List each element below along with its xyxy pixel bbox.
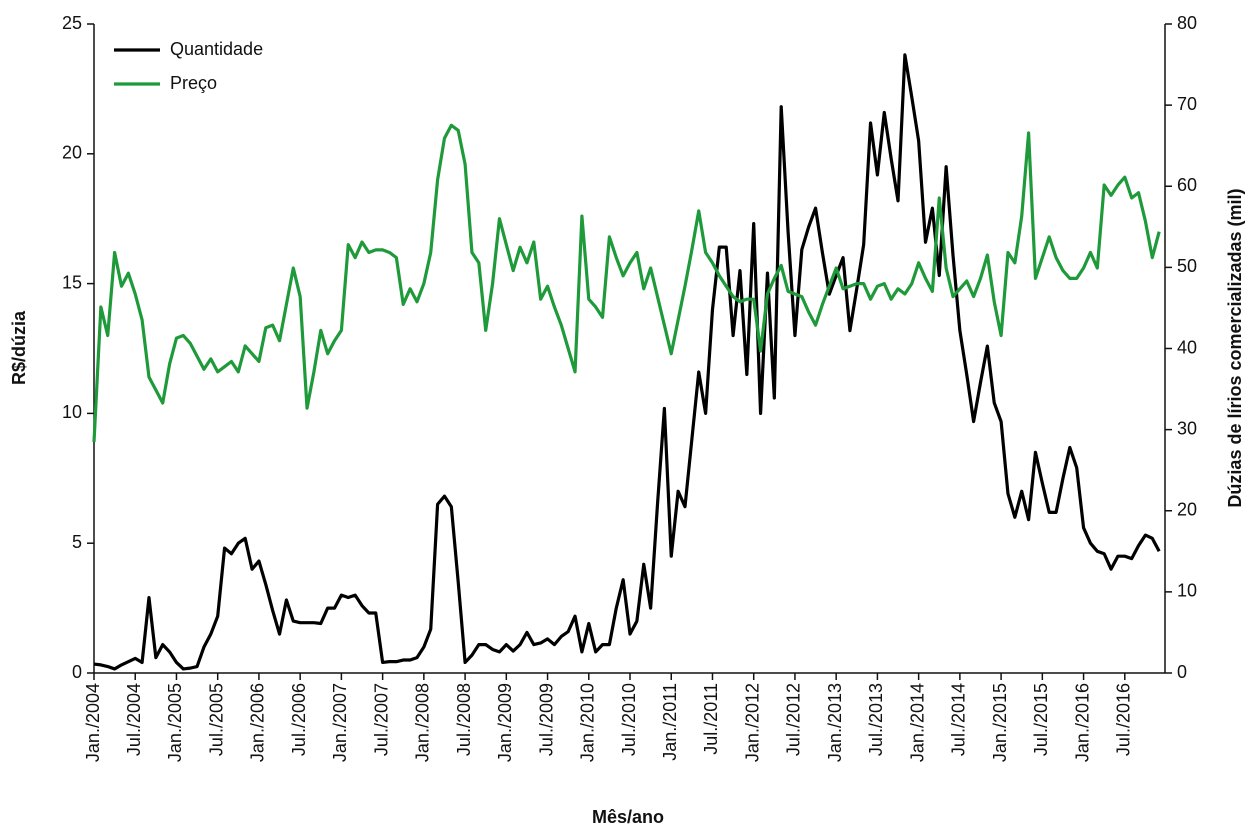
data-line xyxy=(92,123,1161,443)
x-tick-label: Jan./2007 xyxy=(330,683,350,762)
y2-axis-title: Dúzias de lírios comercializadas (mil) xyxy=(1225,188,1245,507)
x-tick-label: Jul./2014 xyxy=(949,683,969,756)
x-tick-label: Jan./2008 xyxy=(413,683,433,762)
x-tick-label: Jul./2006 xyxy=(289,683,309,756)
x-tick-label: Jan./2013 xyxy=(825,683,845,762)
y-tick-label: 0 xyxy=(72,662,82,682)
y2-tick-label: 40 xyxy=(1177,337,1197,357)
x-tick-label: Jan./2012 xyxy=(742,683,762,762)
x-tick-label: Jul./2015 xyxy=(1031,683,1051,756)
x-tick-label: Jul./2012 xyxy=(784,683,804,756)
y2-tick-label: 80 xyxy=(1177,13,1197,33)
legend-label: Preço xyxy=(170,73,217,93)
x-tick-label: Jan./2010 xyxy=(578,683,598,762)
y2-tick-label: 60 xyxy=(1177,175,1197,195)
x-tick-label: Jul./2009 xyxy=(536,683,556,756)
y2-tick-label: 30 xyxy=(1177,418,1197,438)
x-tick-label: Jan./2004 xyxy=(83,683,103,762)
y-tick-label: 25 xyxy=(62,13,82,33)
y-tick-label: 15 xyxy=(62,272,82,292)
y-tick-label: 10 xyxy=(62,402,82,422)
y2-tick-label: 0 xyxy=(1177,662,1187,682)
x-tick-label: Jul./2008 xyxy=(454,683,474,756)
x-tick-label: Jan./2011 xyxy=(660,683,680,761)
x-axis-title: Mês/ano xyxy=(592,807,664,826)
x-tick-label: Jan./2016 xyxy=(1072,683,1092,762)
y-axis-title: R$/dúzia xyxy=(9,310,29,385)
y2-tick-label: 50 xyxy=(1177,256,1197,276)
y2-tick-label: 20 xyxy=(1177,500,1197,520)
x-tick-label: Jul./2007 xyxy=(371,683,391,756)
x-tick-label: Jul./2016 xyxy=(1114,683,1134,756)
x-tick-label: Jan./2005 xyxy=(165,683,185,762)
x-tick-label: Jan./2015 xyxy=(990,683,1010,762)
y2-tick-label: 10 xyxy=(1177,581,1197,601)
y-tick-label: 5 xyxy=(72,532,82,552)
x-tick-label: Jul./2005 xyxy=(206,683,226,756)
y2-tick-label: 70 xyxy=(1177,94,1197,114)
x-tick-label: Jan./2014 xyxy=(907,683,927,762)
legend-label: Quantidade xyxy=(170,39,263,59)
x-tick-label: Jul./2013 xyxy=(866,683,886,756)
x-tick-label: Jan./2009 xyxy=(495,683,515,762)
data-line xyxy=(93,53,1161,671)
x-tick-label: Jul./2004 xyxy=(124,683,144,756)
x-tick-label: Jul./2011 xyxy=(701,683,721,755)
x-tick-label: Jan./2006 xyxy=(248,683,268,762)
x-tick-label: Jul./2010 xyxy=(619,683,639,756)
y-tick-label: 20 xyxy=(62,143,82,163)
